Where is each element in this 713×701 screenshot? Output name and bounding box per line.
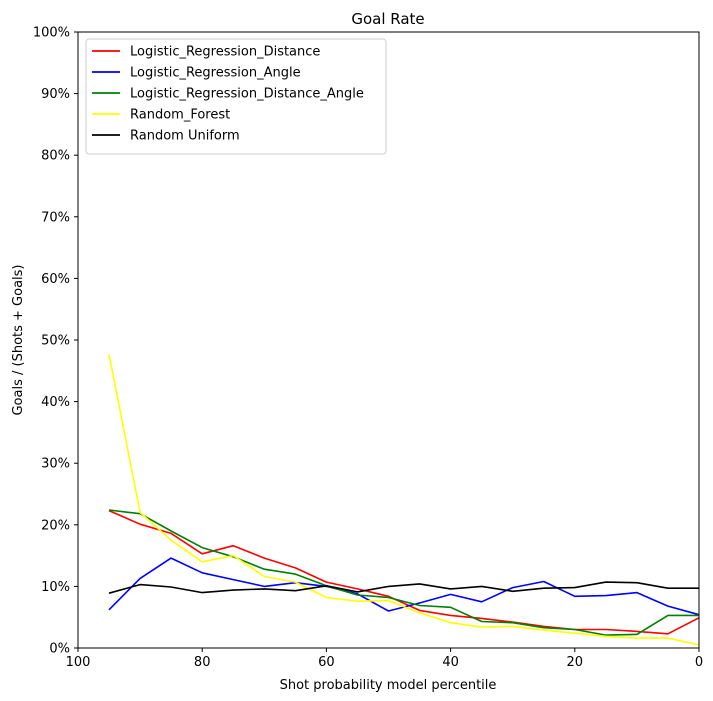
legend-label: Random Uniform: [130, 129, 240, 144]
x-tick-label: 0: [695, 655, 703, 670]
x-tick-label: 60: [318, 655, 335, 670]
x-tick-label: 40: [442, 655, 459, 670]
y-tick-label: 40%: [41, 395, 70, 410]
y-tick-label: 90%: [41, 87, 70, 102]
y-tick-label: 20%: [41, 518, 70, 533]
series-line-4: [108, 354, 700, 646]
chart-title: Goal Rate: [351, 10, 424, 28]
series-line-1: [108, 509, 700, 635]
y-tick-label: 50%: [41, 334, 70, 349]
x-axis-label: Shot probability model percentile: [280, 678, 497, 693]
x-tick-label: 20: [567, 655, 584, 670]
y-tick-label: 70%: [41, 210, 70, 225]
series-line-3: [108, 509, 699, 636]
legend-label: Logistic_Regression_Distance_Angle: [130, 87, 364, 102]
legend-label: Random_Forest: [130, 108, 230, 123]
y-tick-label: 100%: [33, 26, 70, 41]
legend: Logistic_Regression_Distance Logistic_Reg…: [85, 38, 387, 155]
series-line-5: [108, 581, 699, 594]
legend-label: Logistic_Regression_Distance: [130, 45, 320, 60]
legend-label: Logistic_Regression_Angle: [130, 66, 301, 81]
y-axis-label: Goals / (Shots + Goals): [11, 264, 26, 415]
y-tick-label: 10%: [41, 580, 70, 595]
y-tick-label: 60%: [41, 272, 70, 287]
series-layer: [108, 354, 700, 646]
y-tick-label: 80%: [41, 149, 70, 164]
y-tick-label: 30%: [41, 457, 70, 472]
y-tick-label: 0%: [49, 642, 70, 657]
x-tick-label: 100: [66, 655, 91, 670]
legend-box: [85, 38, 387, 155]
axes-layer: 100 80 60 40 20 0 0% 10% 20% 30% 40% 50% 60% 70% 80% 90…: [33, 26, 703, 671]
x-tick-label: 80: [194, 655, 211, 670]
